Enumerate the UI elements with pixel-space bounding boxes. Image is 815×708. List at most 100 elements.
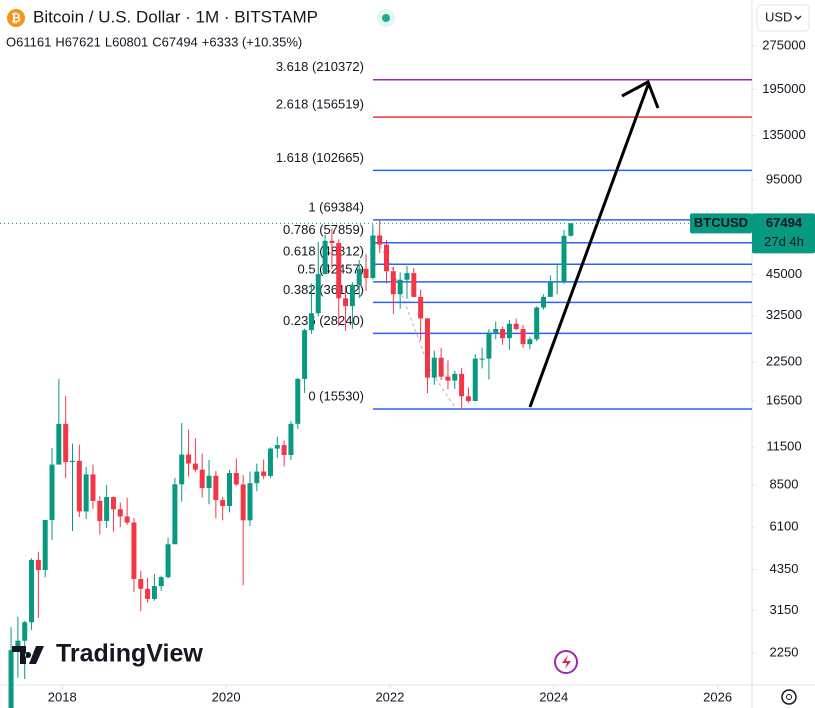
x-tick-label: 2022 bbox=[375, 689, 404, 704]
price-tag-text: 67494 bbox=[766, 215, 803, 230]
y-tick-label: 8500 bbox=[770, 477, 799, 492]
candle-body bbox=[151, 586, 157, 599]
candle-body bbox=[145, 588, 151, 599]
candle-body bbox=[370, 235, 376, 278]
fib-label: 0 (15530) bbox=[308, 388, 364, 403]
ohlc-text: 61161 bbox=[16, 34, 51, 49]
y-tick-label: 4350 bbox=[770, 561, 799, 576]
price-tag bbox=[752, 213, 815, 254]
candle-body bbox=[465, 396, 471, 401]
x-tick-label: 2026 bbox=[703, 689, 732, 704]
candle-body bbox=[56, 423, 62, 465]
y-tick-label: 195000 bbox=[762, 81, 805, 96]
spark-icon[interactable] bbox=[554, 650, 578, 674]
settings-icon[interactable] bbox=[781, 689, 797, 705]
ohlc-text: 67494 bbox=[162, 34, 198, 49]
status-dot bbox=[382, 14, 390, 22]
fib-label: 3.618 (210372) bbox=[276, 59, 364, 74]
symbol-title: Bitcoin / U.S. Dollar · 1M · BITSTAMP bbox=[33, 7, 318, 26]
candle-body bbox=[281, 445, 287, 456]
candle-body bbox=[267, 448, 273, 476]
candle-body bbox=[76, 460, 82, 512]
candle-body bbox=[554, 281, 560, 283]
candle-body bbox=[438, 357, 444, 377]
candle-body bbox=[384, 244, 390, 272]
candle-body bbox=[390, 271, 396, 295]
candle-body bbox=[493, 328, 499, 333]
candle-body bbox=[356, 268, 362, 285]
ohlc-row: O 61161 H 67621 L 60801 C 67494 +6333 (+10.35%) bbox=[6, 34, 302, 49]
candle-body bbox=[500, 328, 506, 339]
candle-body bbox=[165, 544, 171, 578]
y-tick-label: 6100 bbox=[770, 518, 799, 533]
currency-label[interactable]: USD bbox=[765, 9, 792, 24]
arrow-head bbox=[621, 79, 660, 109]
fib-label: 0.236 (28240) bbox=[283, 313, 364, 328]
candle-body bbox=[138, 579, 144, 589]
y-tick-label: 95000 bbox=[766, 172, 802, 187]
candle-body bbox=[124, 516, 130, 523]
candle-body bbox=[445, 376, 451, 381]
candle-body bbox=[527, 339, 533, 345]
y-tick-label: 22500 bbox=[766, 354, 802, 369]
candle-body bbox=[261, 471, 267, 476]
candle-body bbox=[541, 296, 547, 308]
candle-body bbox=[322, 240, 328, 274]
ohlc-text: 67621 bbox=[65, 34, 101, 49]
candle-body bbox=[240, 484, 246, 521]
x-tick-label: 2024 bbox=[539, 689, 568, 704]
candle-body bbox=[479, 358, 485, 360]
y-tick-label: 2250 bbox=[770, 644, 799, 659]
logo: TradingView bbox=[12, 640, 203, 668]
candle-body bbox=[349, 284, 355, 307]
y-tick-label: 16500 bbox=[766, 393, 802, 408]
zigzag bbox=[371, 229, 457, 410]
candle-body bbox=[308, 313, 314, 331]
candle-body bbox=[377, 235, 383, 245]
candle-body bbox=[233, 473, 239, 485]
candle-body bbox=[158, 577, 164, 587]
candle-body bbox=[63, 423, 69, 463]
candle-body bbox=[486, 332, 492, 359]
candle-body bbox=[29, 559, 35, 623]
candle-body bbox=[411, 273, 417, 297]
candle-body bbox=[404, 273, 410, 280]
candle-body bbox=[8, 650, 14, 708]
candle-body bbox=[363, 268, 369, 278]
ohlc-text: C bbox=[152, 34, 161, 49]
candle-body bbox=[49, 464, 55, 520]
candle-body bbox=[520, 329, 526, 345]
symbol-tag bbox=[690, 213, 752, 234]
candle-body bbox=[534, 307, 540, 340]
coin-symbol: ₿ bbox=[11, 11, 21, 25]
y-tick-label: 32500 bbox=[766, 307, 802, 322]
candle-body bbox=[424, 318, 430, 378]
y-tick-label: 3150 bbox=[770, 602, 799, 617]
y-tick-label: 135000 bbox=[762, 127, 805, 142]
ohlc-text: O bbox=[6, 34, 16, 49]
fib-label: 1.618 (102665) bbox=[276, 150, 364, 165]
candle-body bbox=[568, 223, 574, 236]
ohlc-text: 60801 bbox=[112, 34, 148, 49]
logo-text: TradingView bbox=[56, 640, 203, 668]
currency-caret bbox=[794, 15, 802, 20]
ohlc-text: H bbox=[55, 34, 64, 49]
y-tick-label: 11500 bbox=[766, 438, 801, 453]
ohlc-text: +6333 (+10.35%) bbox=[202, 34, 302, 49]
candle-body bbox=[329, 240, 335, 244]
coin-icon bbox=[7, 9, 25, 27]
candle-body bbox=[110, 497, 116, 510]
fib-label: 0.786 (57859) bbox=[283, 222, 364, 237]
candle-body bbox=[206, 475, 212, 489]
candle-body bbox=[295, 378, 301, 424]
candle-body bbox=[302, 330, 308, 379]
fib-label: 2.618 (156519) bbox=[276, 97, 364, 112]
y-tick-label: 275000 bbox=[762, 37, 805, 52]
candle-body bbox=[97, 500, 103, 521]
candle-body bbox=[42, 519, 48, 570]
candle-body bbox=[192, 463, 198, 470]
currency-button[interactable] bbox=[756, 4, 810, 32]
candle-body bbox=[315, 273, 321, 314]
